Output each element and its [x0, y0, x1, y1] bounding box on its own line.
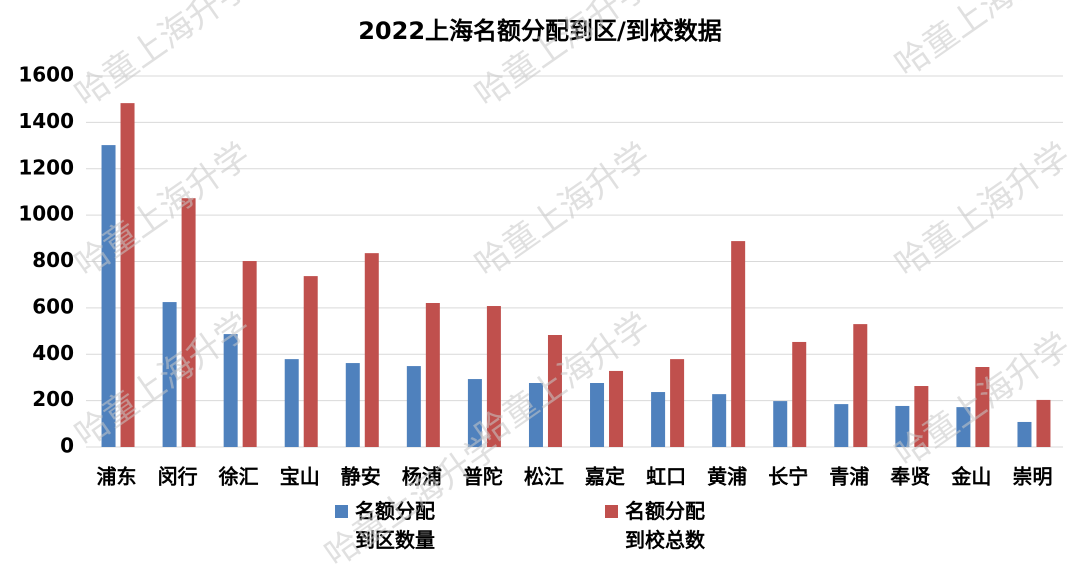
bar [162, 302, 177, 447]
x-tick-label: 杨浦 [402, 465, 442, 489]
x-tick-label: 徐汇 [218, 465, 259, 489]
bar [406, 366, 421, 447]
x-tick-label: 黄浦 [707, 465, 747, 489]
bar [712, 394, 727, 447]
y-tick-label: 200 [32, 387, 74, 411]
x-tick-label: 浦东 [97, 465, 137, 489]
x-tick-label: 青浦 [829, 465, 869, 489]
bar [975, 367, 990, 447]
bar [731, 241, 746, 447]
y-tick-label: 1400 [18, 109, 74, 133]
bar [284, 359, 299, 447]
bar [528, 383, 543, 447]
x-tick-label: 崇明 [1012, 465, 1052, 489]
legend-swatch [605, 505, 618, 518]
bar [609, 370, 624, 447]
x-tick-label: 长宁 [768, 465, 808, 489]
bar [486, 306, 501, 447]
bar [834, 404, 849, 447]
bar [120, 103, 135, 448]
y-tick-label: 800 [32, 248, 74, 272]
bar [345, 363, 360, 447]
bar [651, 392, 666, 447]
bar [547, 335, 562, 447]
x-tick-label: 普陀 [463, 465, 503, 489]
bar [467, 379, 482, 447]
x-tick-label: 闵行 [158, 465, 198, 489]
bar [364, 253, 379, 447]
bar [223, 334, 238, 447]
bar [303, 276, 318, 447]
bar [1036, 399, 1051, 447]
bar [1017, 421, 1032, 447]
bar [101, 145, 116, 447]
x-tick-label: 虹口 [646, 465, 686, 489]
bar [242, 261, 257, 447]
x-tick-label: 松江 [524, 465, 564, 489]
y-tick-label: 0 [60, 434, 74, 458]
legend-swatch [335, 505, 348, 518]
y-tick-label: 1600 [18, 63, 74, 87]
x-tick-label: 静安 [341, 465, 381, 489]
x-tick-label: 金山 [950, 465, 991, 489]
bar [181, 198, 196, 447]
y-tick-label: 400 [32, 341, 74, 365]
x-tick-label: 宝山 [280, 465, 320, 489]
bar [590, 383, 605, 447]
bar [773, 401, 788, 447]
chart-title: 2022上海名额分配到区/到校数据 [358, 17, 722, 45]
x-tick-label: 嘉定 [584, 465, 625, 489]
bar [425, 303, 440, 447]
legend-label: 名额分配到区数量 [355, 499, 435, 552]
bar [853, 324, 868, 447]
bar [895, 405, 910, 447]
bar [956, 407, 971, 447]
x-tick-label: 奉贤 [889, 465, 930, 489]
bar [914, 386, 929, 447]
y-tick-label: 1200 [18, 155, 74, 179]
bar [670, 359, 685, 447]
legend-label: 名额分配到校总数 [625, 499, 706, 552]
y-tick-label: 1000 [18, 202, 74, 226]
y-tick-label: 600 [32, 294, 74, 318]
bar [792, 341, 807, 447]
